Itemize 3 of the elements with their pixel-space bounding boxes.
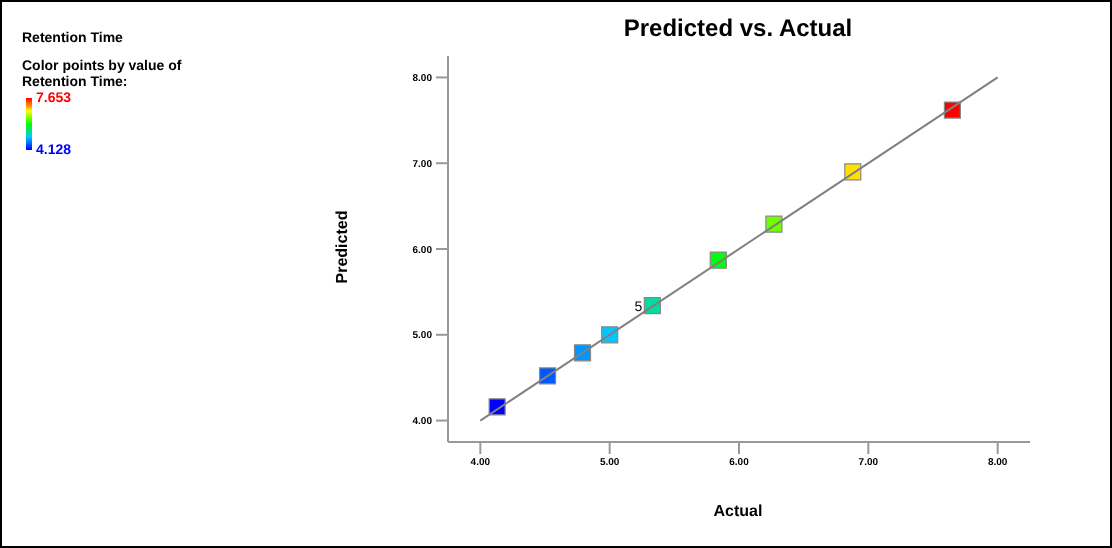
chart-title: Predicted vs. Actual [621,14,855,42]
y-axis-title: Predicted [333,208,351,288]
x-axis-title: Actual [711,502,765,520]
